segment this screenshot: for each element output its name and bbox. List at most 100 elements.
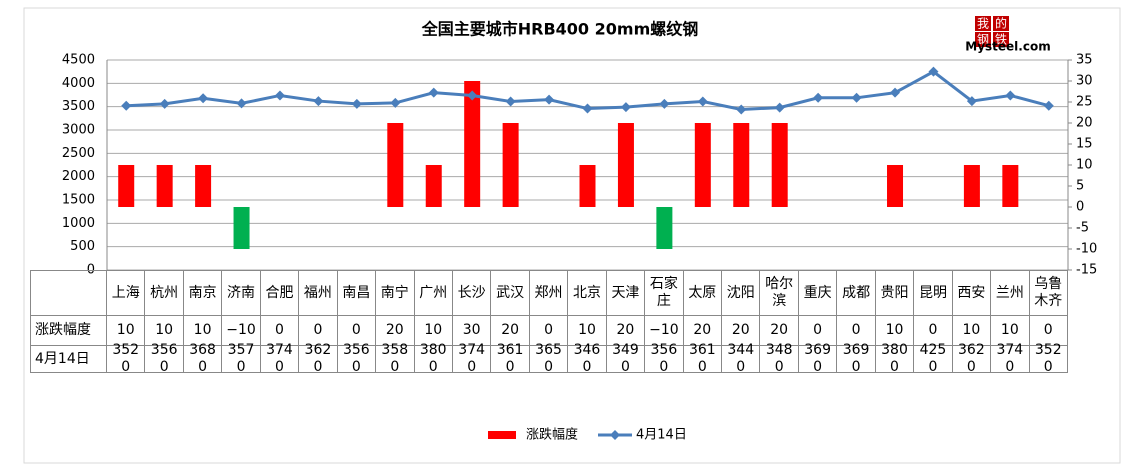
bar [502,123,519,207]
table-cell: 20 [606,316,646,346]
marker [544,94,555,105]
y2-tick-label: 25 [1076,95,1093,110]
marker [736,104,747,115]
y2-tick-label: -15 [1076,263,1097,278]
bar [425,165,442,207]
table-cell: 0 [914,316,953,346]
table-cell: 3800 [414,342,453,375]
table-cell: 3490 [606,342,646,375]
legend-swatch [488,431,516,439]
table-cell: 0 [798,316,838,346]
table-cell: 10 [145,316,184,346]
table-cell: 3620 [952,342,992,375]
marker [313,96,324,107]
bar [617,123,634,207]
table-cell: 10 [183,316,223,346]
table-cell: 0 [299,316,338,346]
table-cell: 济南 [222,270,261,316]
y-tick-label: 2500 [62,146,95,161]
y2-tick-label: 10 [1076,158,1093,173]
y-tick-label: 2000 [62,169,95,184]
table-cell: 3480 [760,342,799,375]
marker [890,87,901,98]
y-tick-label: 4500 [62,53,95,68]
table-cell: 30 [452,316,492,346]
table-cell: 南昌 [337,270,377,316]
table-cell: 20 [722,316,761,346]
table-cell: 贵阳 [875,270,915,316]
table-cell: 乌鲁木齐 [1029,270,1068,316]
bar [963,165,980,207]
bar [771,123,788,207]
legend-marker [610,430,620,440]
table-cell [30,270,107,316]
table-cell: 重庆 [798,270,838,316]
y2-tick-label: -5 [1076,221,1089,236]
table-cell: 3650 [529,342,569,375]
table-cell: 3690 [837,342,876,375]
table-cell: 0 [837,316,876,346]
bar [887,165,904,207]
table-cell: 3580 [376,342,415,375]
chart-title: 全国主要城市HRB400 20mm螺纹钢 [421,20,699,39]
table-cell: 3610 [491,342,530,375]
table-cell: 3520 [1029,342,1068,375]
bar [233,207,250,249]
logo-char: 的 [995,16,1007,31]
marker [159,98,170,109]
table-cell: 3800 [875,342,915,375]
marker [966,96,977,107]
table-cell: 3570 [222,342,261,375]
marker [928,66,939,77]
y2-tick-label: 20 [1076,116,1093,131]
logo-box [993,16,1009,31]
marker [351,98,362,109]
table-cell: 10 [952,316,992,346]
y2-tick-label: -10 [1076,242,1097,257]
table-cell: 3740 [991,342,1030,375]
table-cell: 郑州 [529,270,569,316]
y2-tick-label: 15 [1076,137,1093,152]
y-tick-label: 3500 [62,99,95,114]
y2-tick-label: 5 [1076,179,1084,194]
logo-char: 铁 [995,33,1007,47]
table-cell: 3680 [183,342,223,375]
table-cell: 0 [529,316,569,346]
y-tick-label: 4000 [62,76,95,91]
table-cell: 3520 [107,342,146,375]
table-cell: 广州 [414,270,453,316]
marker [505,96,516,107]
table-cell: 3740 [260,342,300,375]
table-cell: 3740 [452,342,492,375]
bar [464,81,481,207]
bar [1002,165,1019,207]
table-cell: 10 [414,316,453,346]
table-cell: 石家庄 [645,270,684,316]
y2-tick-label: 35 [1076,53,1093,68]
marker [582,103,593,114]
table-cell: −10 [645,316,684,346]
bar [118,165,135,207]
table-cell: 沈阳 [722,270,761,316]
table-cell: 天津 [606,270,646,316]
table-cell: −10 [222,316,261,346]
table-cell: 10 [875,316,915,346]
marker [1005,90,1016,101]
table-cell: 20 [760,316,799,346]
marker [198,93,209,104]
table-cell: 3560 [337,342,377,375]
y2-tick-label: 30 [1076,74,1093,89]
table-cell: 武汉 [491,270,530,316]
table-cell: 南京 [183,270,223,316]
marker [851,92,862,103]
table-cell: 上海 [107,270,146,316]
marker [428,87,439,98]
table-cell: 3690 [798,342,838,375]
bar [195,165,212,207]
table-cell: 3560 [645,342,684,375]
chart-area [23,7,1121,464]
table-cell: 3610 [683,342,723,375]
marker [813,92,824,103]
y2-tick-label: 0 [1076,200,1084,215]
table-cell: 哈尔滨 [760,270,799,316]
